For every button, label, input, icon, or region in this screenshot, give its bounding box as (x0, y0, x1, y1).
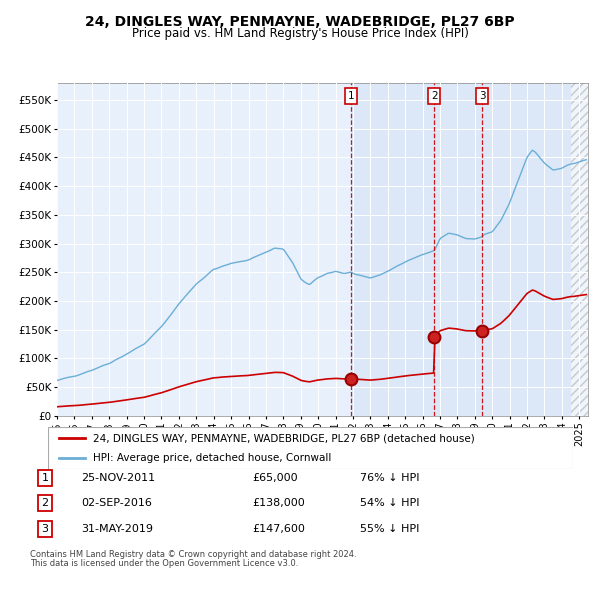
Text: 54% ↓ HPI: 54% ↓ HPI (360, 499, 419, 508)
Text: 76% ↓ HPI: 76% ↓ HPI (360, 473, 419, 483)
Bar (571, 83, 588, 416)
Text: 24, DINGLES WAY, PENMAYNE, WADEBRIDGE, PL27 6BP (detached house): 24, DINGLES WAY, PENMAYNE, WADEBRIDGE, P… (92, 434, 475, 444)
Text: 1: 1 (41, 473, 49, 483)
Text: 3: 3 (41, 524, 49, 533)
Text: 2: 2 (431, 91, 437, 101)
Bar (351, 83, 588, 416)
Text: This data is licensed under the Open Government Licence v3.0.: This data is licensed under the Open Gov… (30, 559, 298, 568)
Text: Price paid vs. HM Land Registry's House Price Index (HPI): Price paid vs. HM Land Registry's House … (131, 27, 469, 40)
Text: 2: 2 (41, 499, 49, 508)
Text: 24, DINGLES WAY, PENMAYNE, WADEBRIDGE, PL27 6BP: 24, DINGLES WAY, PENMAYNE, WADEBRIDGE, P… (85, 15, 515, 30)
Text: 02-SEP-2016: 02-SEP-2016 (81, 499, 152, 508)
Text: £65,000: £65,000 (252, 473, 298, 483)
Text: 31-MAY-2019: 31-MAY-2019 (81, 524, 153, 533)
Text: £147,600: £147,600 (252, 524, 305, 533)
Text: HPI: Average price, detached house, Cornwall: HPI: Average price, detached house, Corn… (92, 453, 331, 463)
Text: Contains HM Land Registry data © Crown copyright and database right 2024.: Contains HM Land Registry data © Crown c… (30, 550, 356, 559)
Text: £138,000: £138,000 (252, 499, 305, 508)
Text: 55% ↓ HPI: 55% ↓ HPI (360, 524, 419, 533)
Text: 1: 1 (348, 91, 355, 101)
Text: 3: 3 (479, 91, 485, 101)
Text: 25-NOV-2011: 25-NOV-2011 (81, 473, 155, 483)
Bar (57, 83, 351, 416)
